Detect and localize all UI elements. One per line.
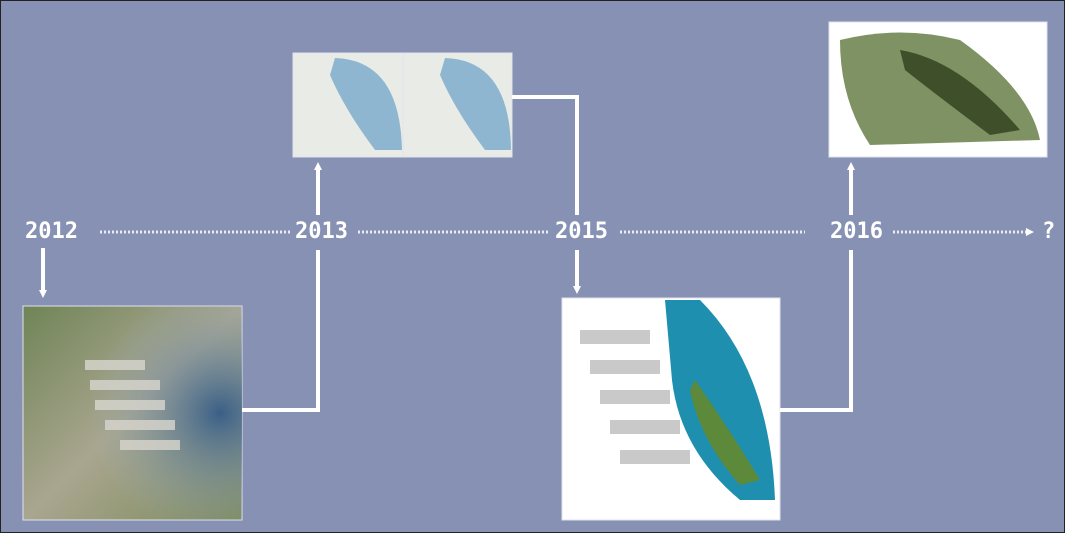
- year-label: 2016: [830, 219, 883, 244]
- image-2012: [22, 305, 243, 521]
- connectors: [39, 95, 855, 412]
- image-2016: [828, 21, 1048, 158]
- unknown-label: ?: [1042, 219, 1055, 244]
- year-label: 2012: [25, 219, 78, 244]
- image-2015: [561, 297, 781, 521]
- year-label: 2013: [295, 219, 348, 244]
- image-2013: [292, 52, 513, 158]
- year-label: 2015: [555, 219, 608, 244]
